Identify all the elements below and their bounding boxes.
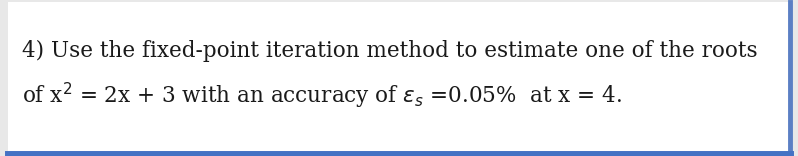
Text: of x$^2$ = 2x + 3 with an accuracy of $\varepsilon_s$ =0.05%  at x = 4.: of x$^2$ = 2x + 3 with an accuracy of $\…: [22, 81, 622, 111]
Text: 4) Use the fixed-point iteration method to estimate one of the roots: 4) Use the fixed-point iteration method …: [22, 39, 757, 61]
